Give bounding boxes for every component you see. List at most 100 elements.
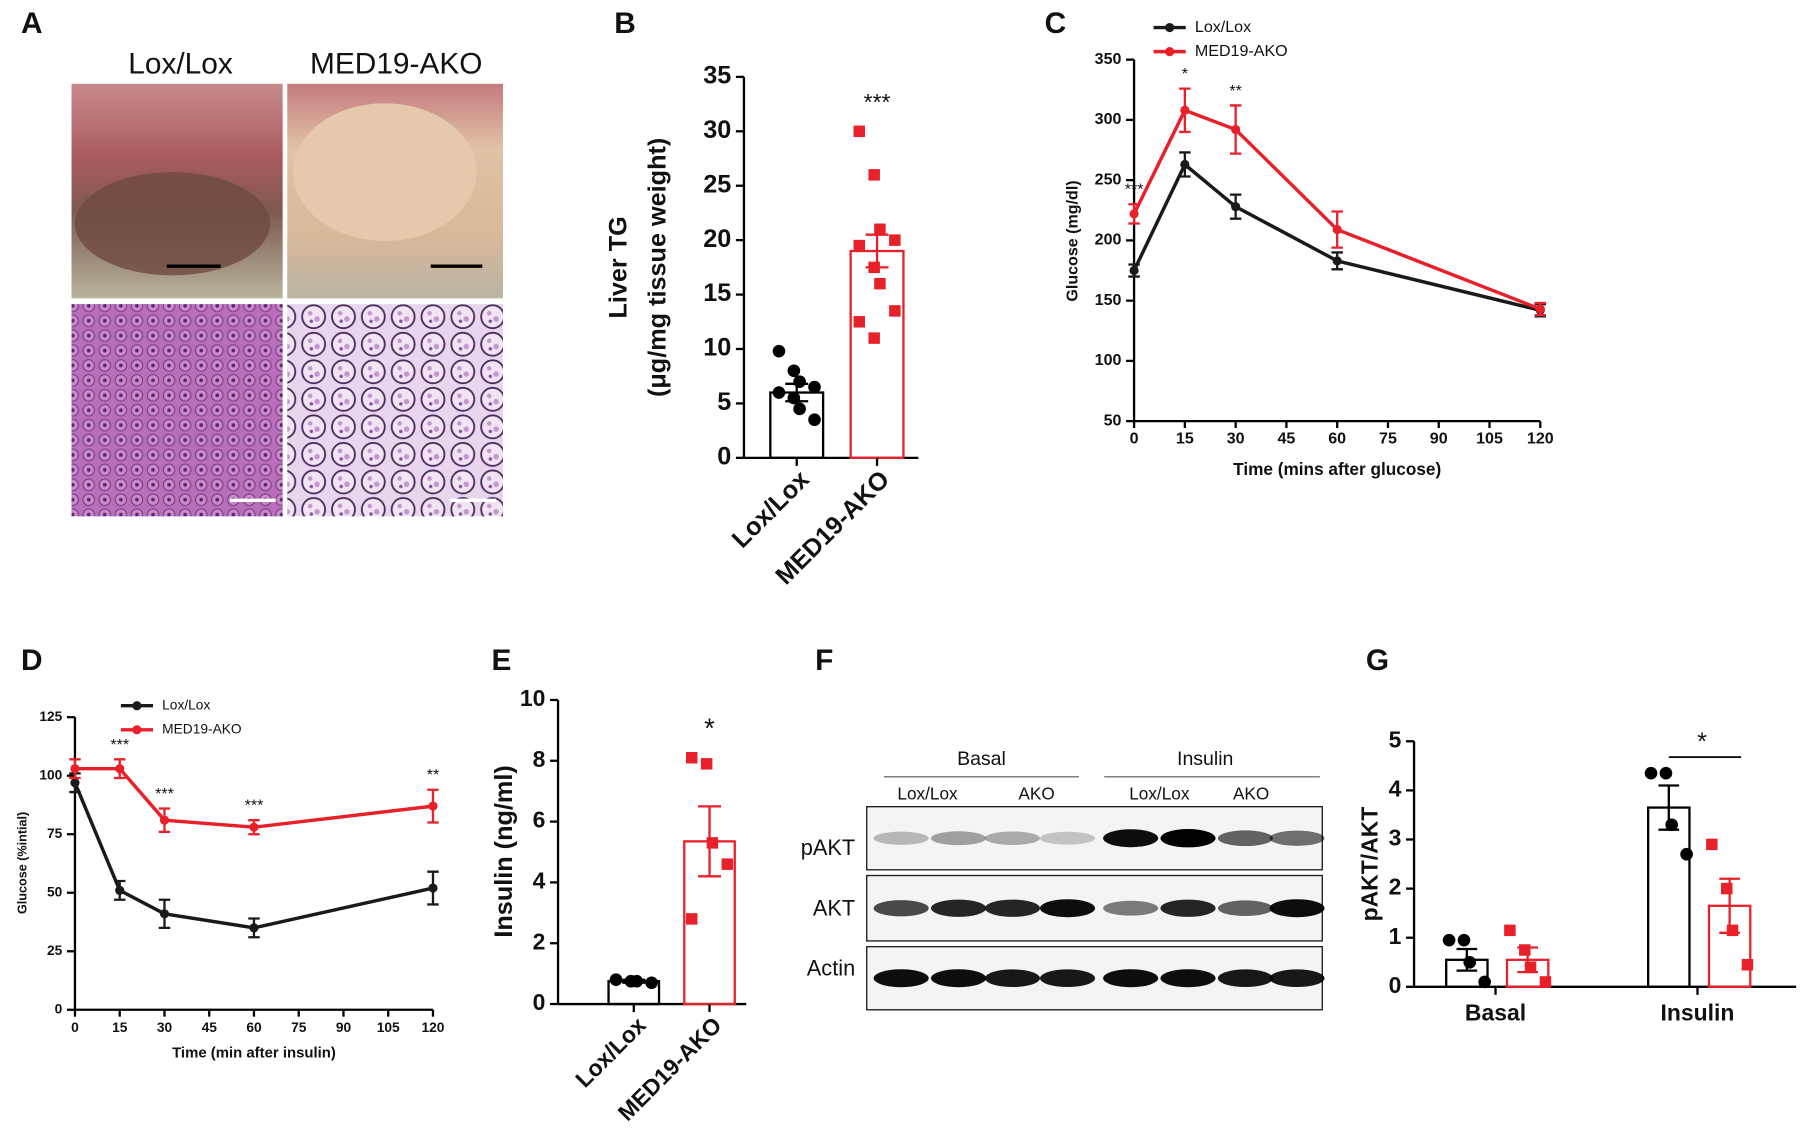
marker xyxy=(428,883,438,893)
chart: C 50 100 150 200 250 300 350 Glucose (mg/dl) 0 15 3… xyxy=(1045,7,1554,479)
blot-band xyxy=(1217,900,1273,917)
y-tick-label: 1 xyxy=(1389,923,1402,949)
marker xyxy=(70,764,80,774)
y-tick-label: 4 xyxy=(533,867,546,893)
x-tick-label: 30 xyxy=(157,1020,173,1035)
row-label: Actin xyxy=(807,955,855,980)
marker xyxy=(249,923,259,933)
data-point xyxy=(1442,933,1456,947)
x-tick-label: Insulin xyxy=(1661,999,1735,1025)
marker xyxy=(115,885,125,895)
x-tick-label: 15 xyxy=(112,1020,128,1035)
blot-band xyxy=(873,969,929,988)
error-bar xyxy=(1456,947,1478,972)
y-tick-label: 100 xyxy=(39,767,62,782)
y-tick-label: 10 xyxy=(520,685,546,711)
y-axis-label: Insulin (ng/ml) xyxy=(490,765,518,937)
y-tick-label: 150 xyxy=(1095,291,1122,309)
y-tick-label: 0 xyxy=(1389,972,1402,998)
x-tick-label: 60 xyxy=(246,1020,262,1035)
chart: G 0 1 2 3 4 5 pAKT/AKT Basal Insulin * xyxy=(1357,644,1797,1025)
x-tick-label: 15 xyxy=(1176,430,1194,448)
panel-label: E xyxy=(491,644,511,677)
data-point xyxy=(1706,838,1718,851)
y-tick-label: 350 xyxy=(1095,50,1122,68)
data-point xyxy=(1524,961,1537,973)
panel-a: A Lox/Lox MED19-AKO xyxy=(21,7,503,517)
x-tick-label: 45 xyxy=(1277,430,1295,448)
panel-label: C xyxy=(1045,7,1067,40)
data-point xyxy=(808,380,821,394)
group-label: Basal xyxy=(957,748,1006,770)
y-tick-label: 0 xyxy=(55,1001,63,1016)
column-label: Lox/Lox xyxy=(128,47,233,80)
lane-label: Lox/Lox xyxy=(897,784,958,804)
blot-band xyxy=(930,899,987,917)
y-tick-label: 6 xyxy=(533,807,546,833)
data-point xyxy=(630,974,643,988)
blot-band xyxy=(1039,831,1096,845)
marker xyxy=(1129,209,1139,219)
blot-band xyxy=(984,831,1040,846)
marker xyxy=(159,815,170,825)
x-axis-label: Time (mins after glucose) xyxy=(1233,459,1441,479)
x-tick-label: 105 xyxy=(1476,430,1503,448)
row-label: AKT xyxy=(813,896,855,921)
histology xyxy=(287,304,503,517)
x-tick-label: 0 xyxy=(1130,430,1139,448)
legend-label: MED19-AKO xyxy=(1195,42,1288,60)
error-bar xyxy=(1719,877,1740,934)
y-tick-label: 200 xyxy=(1095,231,1122,249)
panel-label: B xyxy=(614,7,636,40)
data-point xyxy=(1519,944,1531,956)
significance: *** xyxy=(1125,181,1144,199)
data-point xyxy=(645,976,658,990)
data-point xyxy=(1457,933,1471,947)
data-point xyxy=(868,169,880,181)
y-tick-label: 15 xyxy=(703,279,731,307)
data-point xyxy=(868,332,880,344)
row-label: pAKT xyxy=(801,835,856,860)
data-point xyxy=(1463,955,1477,969)
data-point xyxy=(889,305,901,317)
y-tick-label: 100 xyxy=(1095,351,1122,369)
y-tick-label: 35 xyxy=(703,62,731,90)
significance: * xyxy=(704,712,715,743)
blot-band xyxy=(930,969,987,988)
marker xyxy=(1180,105,1190,115)
blot-band xyxy=(984,899,1040,917)
data-point xyxy=(1644,766,1658,780)
y-tick-label: 3 xyxy=(1389,825,1402,851)
blot-band xyxy=(1217,830,1273,847)
data-point xyxy=(685,751,698,764)
y-axis-label: pAKT/AKT xyxy=(1357,807,1383,922)
data-point xyxy=(1726,924,1739,937)
y-tick-label: 4 xyxy=(1389,775,1402,801)
lane-label: Lox/Lox xyxy=(1129,784,1190,804)
blot-band xyxy=(1160,969,1216,988)
marker xyxy=(1332,224,1342,235)
panel-label: G xyxy=(1366,644,1389,677)
y-axis-label: (μg/mg tissue weight) xyxy=(644,138,672,397)
legend-label: Lox/Lox xyxy=(162,697,210,712)
data-point xyxy=(1721,882,1733,895)
x-tick-label: Basal xyxy=(1465,999,1526,1025)
liver xyxy=(74,172,271,276)
blot-band xyxy=(930,831,987,846)
legend-marker xyxy=(1165,22,1175,33)
y-tick-label: 0 xyxy=(717,443,731,471)
marker xyxy=(115,764,125,774)
x-axis-label: Time (min after insulin) xyxy=(172,1045,336,1061)
x-tick-label: 105 xyxy=(377,1020,400,1035)
data-point xyxy=(793,375,806,388)
blot-band xyxy=(984,969,1040,988)
x-tick-label: 45 xyxy=(202,1020,218,1035)
data-point xyxy=(700,758,713,770)
blot-band xyxy=(1103,829,1159,848)
data-point xyxy=(787,364,801,378)
y-tick-label: 25 xyxy=(703,170,731,198)
data-point xyxy=(772,386,786,399)
legend-marker xyxy=(1165,47,1175,57)
marker xyxy=(159,909,170,919)
error-bar xyxy=(785,382,809,403)
